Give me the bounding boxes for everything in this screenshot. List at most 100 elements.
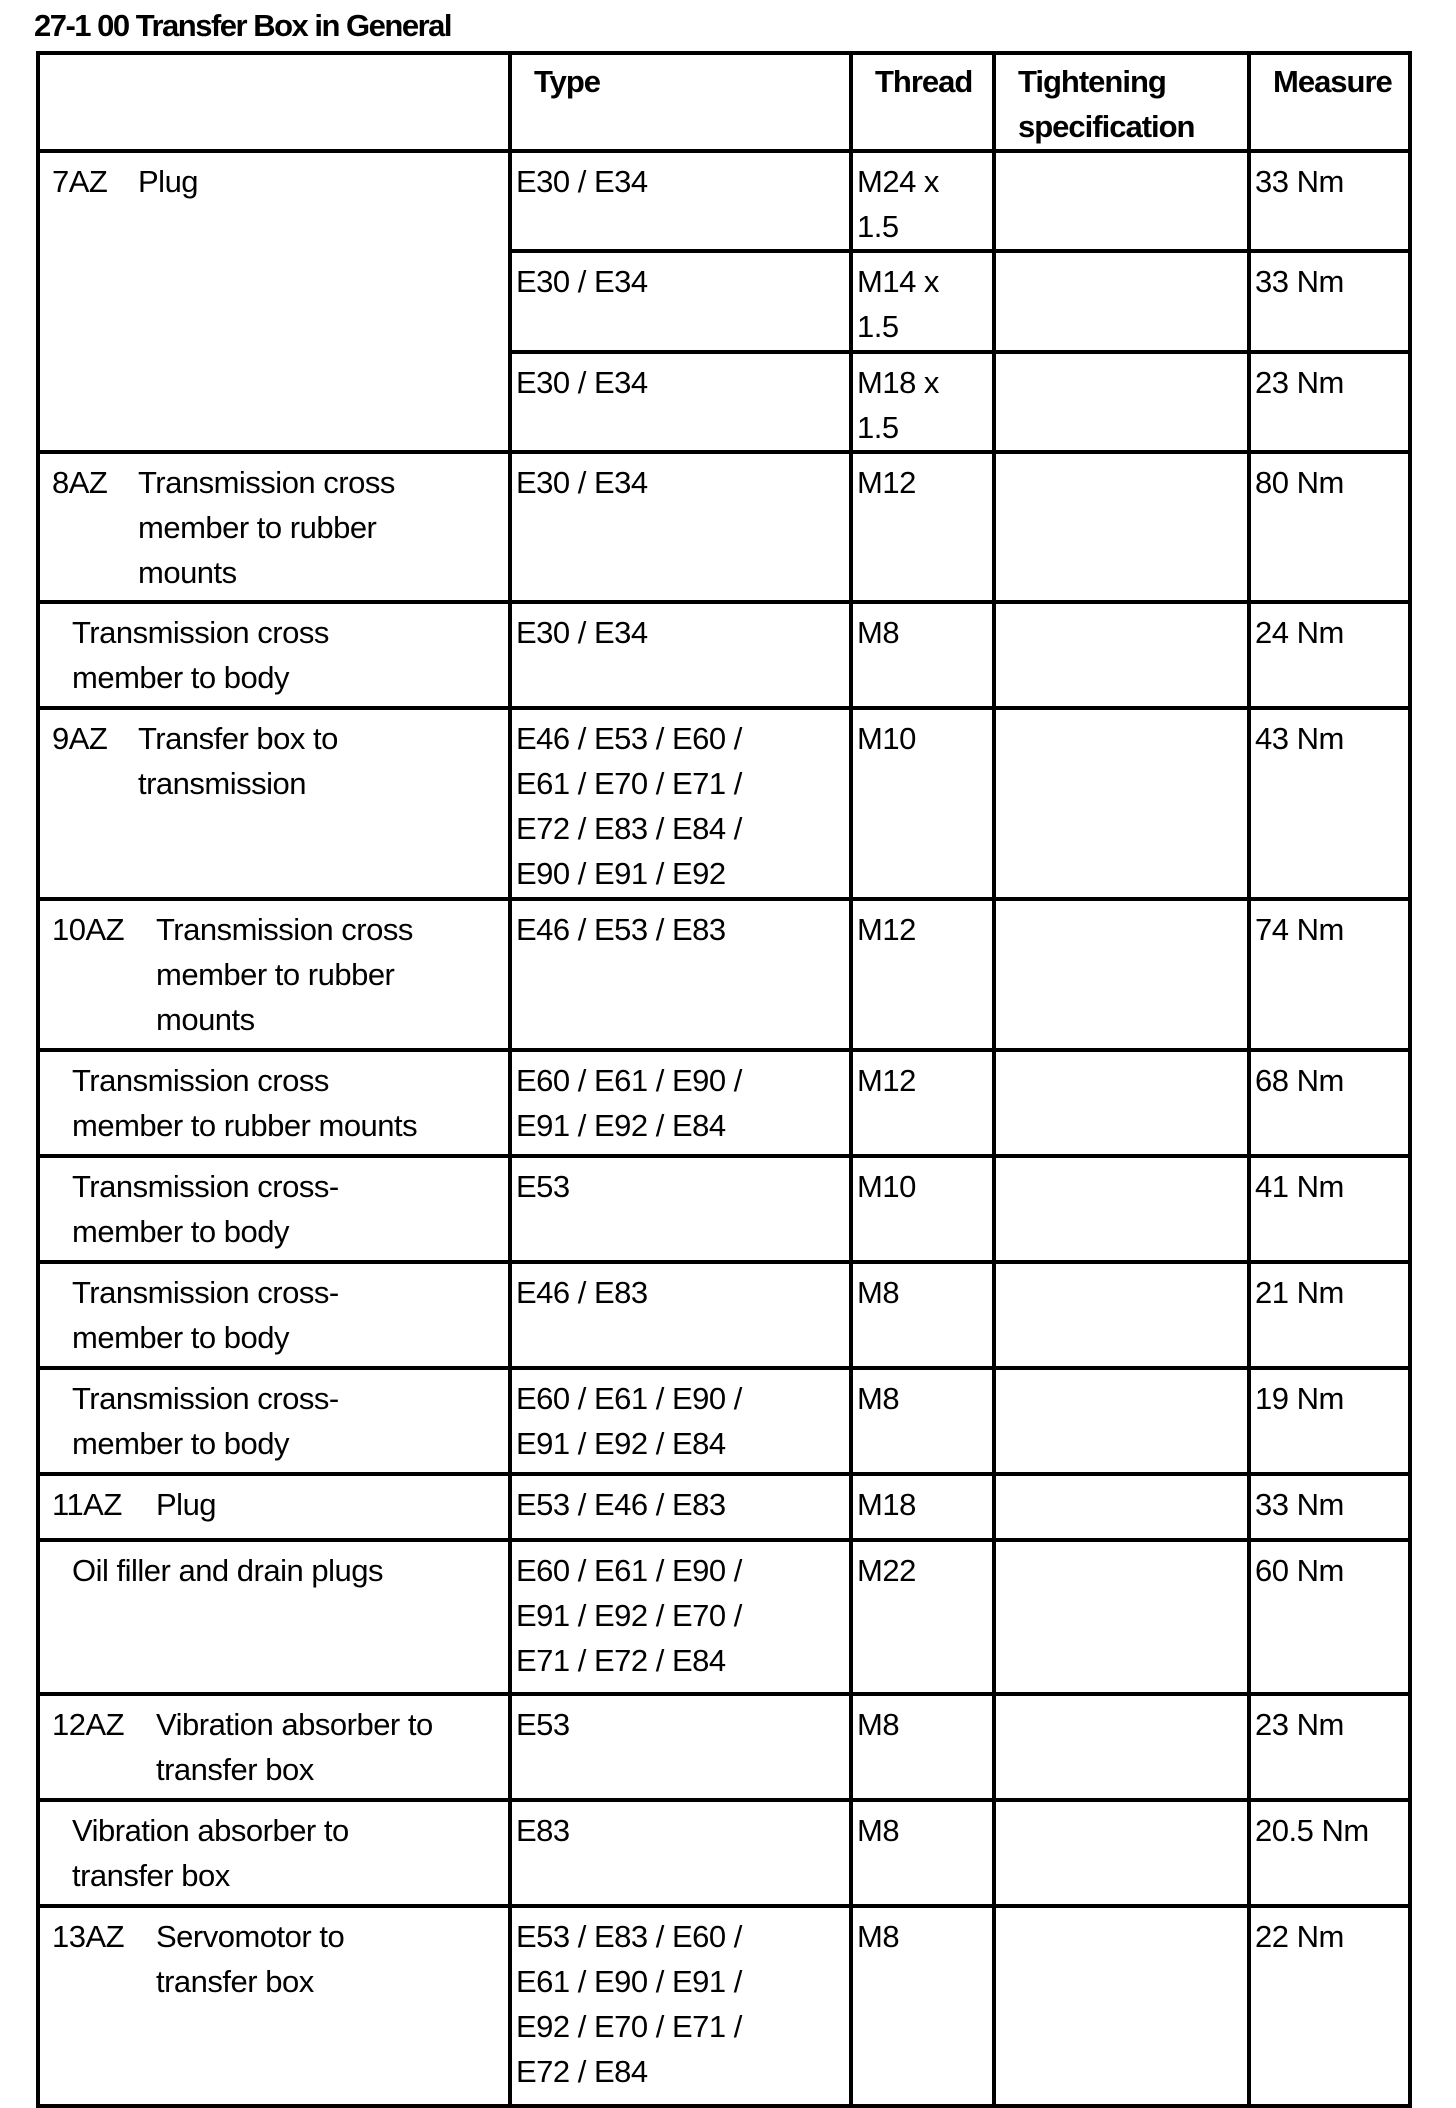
thread-cell: M8 [849,1366,996,1476]
type-cell: E83 [508,1798,853,1908]
component-description: Transmission cross- member to body [72,1169,339,1249]
tightening-spec-cell [992,450,1251,604]
measure-cell: 80 Nm [1247,450,1412,604]
tightening-spec-cell [992,350,1251,454]
header-row: Type Thread Tightening specification Mea… [36,51,1412,153]
type-cell: E46 / E53 / E60 / E61 / E70 / E71 / E72 … [508,706,853,901]
tightening-spec-cell [992,1904,1251,2108]
table-row: Transmission cross member to rubber moun… [36,1048,1412,1158]
component-cell: 10AZ Transmission cross member to rubber … [36,897,512,1052]
table-row: 7AZ Plug E30 / E34 M24 x 1.5 33 Nm [36,149,1412,454]
component-label: Transmission cross- member to body [44,1270,506,1360]
tightening-spec-cell [992,249,1251,354]
component-id: 9AZ [52,721,108,756]
component-label: 13AZ Servomotor to transfer box [44,1914,506,2004]
measure-cell: 33 Nm [1247,149,1412,253]
component-label: Vibration absorber to transfer box [44,1808,506,1898]
thread-cell: M10 [849,1154,996,1264]
type-cell: E60 / E61 / E90 / E91 / E92 / E84 [508,1366,853,1476]
measure-cell: 23 Nm [1247,1692,1412,1802]
tightening-spec-cell [992,897,1251,1052]
component-label: 11AZ Plug [44,1482,506,1527]
component-id: 13AZ [52,1919,125,1954]
measure-cell: 43 Nm [1247,706,1412,901]
table-row: 13AZ Servomotor to transfer box E53 / E83 … [36,1904,1412,2108]
measure-cell: 19 Nm [1247,1366,1412,1476]
tightening-spec-cell [992,1692,1251,1802]
table-row: 9AZ Transfer box to transmission E46 / E53… [36,706,1412,901]
type-cell: E30 / E34 [508,249,853,354]
component-label: Oil filler and drain plugs [44,1548,506,1593]
component-label: Transmission cross member to body [44,610,506,700]
component-cell: 7AZ Plug [36,149,512,454]
tightening-spec-cell [992,1538,1251,1696]
component-cell: 9AZ Transfer box to transmission [36,706,512,901]
type-cell: E53 [508,1154,853,1264]
header-component [36,51,512,153]
page-title: 27-1 00 Transfer Box in General [34,8,453,43]
component-label: 7AZ Plug [44,159,506,204]
type-cell: E30 / E34 [508,450,853,604]
type-cell: E30 / E34 [508,600,853,710]
component-label: Transmission cross- member to body [44,1164,506,1254]
measure-cell: 68 Nm [1247,1048,1412,1158]
tightening-spec-cell [992,1154,1251,1264]
thread-cell: M14 x 1.5 [849,249,996,354]
component-label: 10AZ Transmission cross member to rubber … [44,907,506,1042]
component-description: Transmission cross- member to body [72,1275,339,1355]
measure-cell: 33 Nm [1247,1472,1412,1542]
table-row: Transmission cross member to body E30 / E… [36,600,1412,710]
component-id: 12AZ [52,1707,125,1742]
header-measure: Measure [1247,51,1412,153]
table-row: Transmission cross- member to body E46 / … [36,1260,1412,1370]
component-description: Transmission cross member to body [72,615,329,695]
table-row: 12AZ Vibration absorber to transfer box E5… [36,1692,1412,1802]
table-row: Oil filler and drain plugs E60 / E61 / E9… [36,1538,1412,1696]
type-cell: E60 / E61 / E90 / E91 / E92 / E70 / E71 … [508,1538,853,1696]
table-row: 10AZ Transmission cross member to rubber … [36,897,1412,1052]
tightening-spec-cell [992,600,1251,710]
table-row: E30 / E34 M14 x 1.5 33 Nm [38,249,1412,354]
component-cell: Transmission cross member to rubber moun… [36,1048,512,1158]
component-label: Transmission cross- member to body [44,1376,506,1466]
measure-cell: 22 Nm [1247,1904,1412,2108]
component-cell: Transmission cross- member to body [36,1260,512,1370]
thread-cell: M18 x 1.5 [849,350,996,454]
type-cell: E46 / E53 / E83 [508,897,853,1052]
component-label: Transmission cross member to rubber moun… [44,1058,506,1148]
component-id: 11AZ [52,1487,122,1522]
table-row: Vibration absorber to transfer box E83 M8 2… [36,1798,1412,1908]
header-tightening-specification: Tightening specification [992,51,1251,153]
component-description: Plug [138,164,199,199]
measure-cell: 23 Nm [1247,350,1412,454]
type-cell: E53 / E83 / E60 / E61 / E90 / E91 / E92 … [508,1904,853,2108]
thread-cell: M10 [849,706,996,901]
type-cell: E30 / E34 [508,149,853,253]
thread-cell: M18 [849,1472,996,1542]
component-description: Servomotor to transfer box [156,1919,345,1999]
tightening-spec-cell [992,1260,1251,1370]
tightening-spec-cell [992,149,1251,253]
thread-cell: M22 [849,1538,996,1696]
measure-cell: 33 Nm [1247,249,1412,354]
thread-cell: M8 [849,1798,996,1908]
component-description: Transfer box to transmission [138,721,338,801]
component-description: Transmission cross member to rubber moun… [72,1063,418,1143]
component-cell: Oil filler and drain plugs [36,1538,512,1696]
header-type: Type [508,51,853,153]
component-description: Plug [156,1487,217,1522]
component-description: Transmission cross member to rubber moun… [138,465,395,590]
thread-cell: M8 [849,1904,996,2108]
component-id: 10AZ [52,912,125,947]
measure-cell: 60 Nm [1247,1538,1412,1696]
torque-spec-table: Type Thread Tightening specification Mea… [36,51,1412,2108]
tightening-spec-cell [992,1366,1251,1476]
thread-cell: M12 [849,1048,996,1158]
type-cell: E60 / E61 / E90 / E91 / E92 / E84 [508,1048,853,1158]
component-cell: Transmission cross- member to body [36,1154,512,1264]
table-row: 11AZ Plug E53 / E46 / E83 M18 33 Nm [36,1472,1412,1542]
table-row: 8AZ Transmission cross member to rubber m… [36,450,1412,604]
component-label: 9AZ Transfer box to transmission [44,716,506,806]
thread-cell: M8 [849,600,996,710]
tightening-spec-cell [992,1472,1251,1542]
